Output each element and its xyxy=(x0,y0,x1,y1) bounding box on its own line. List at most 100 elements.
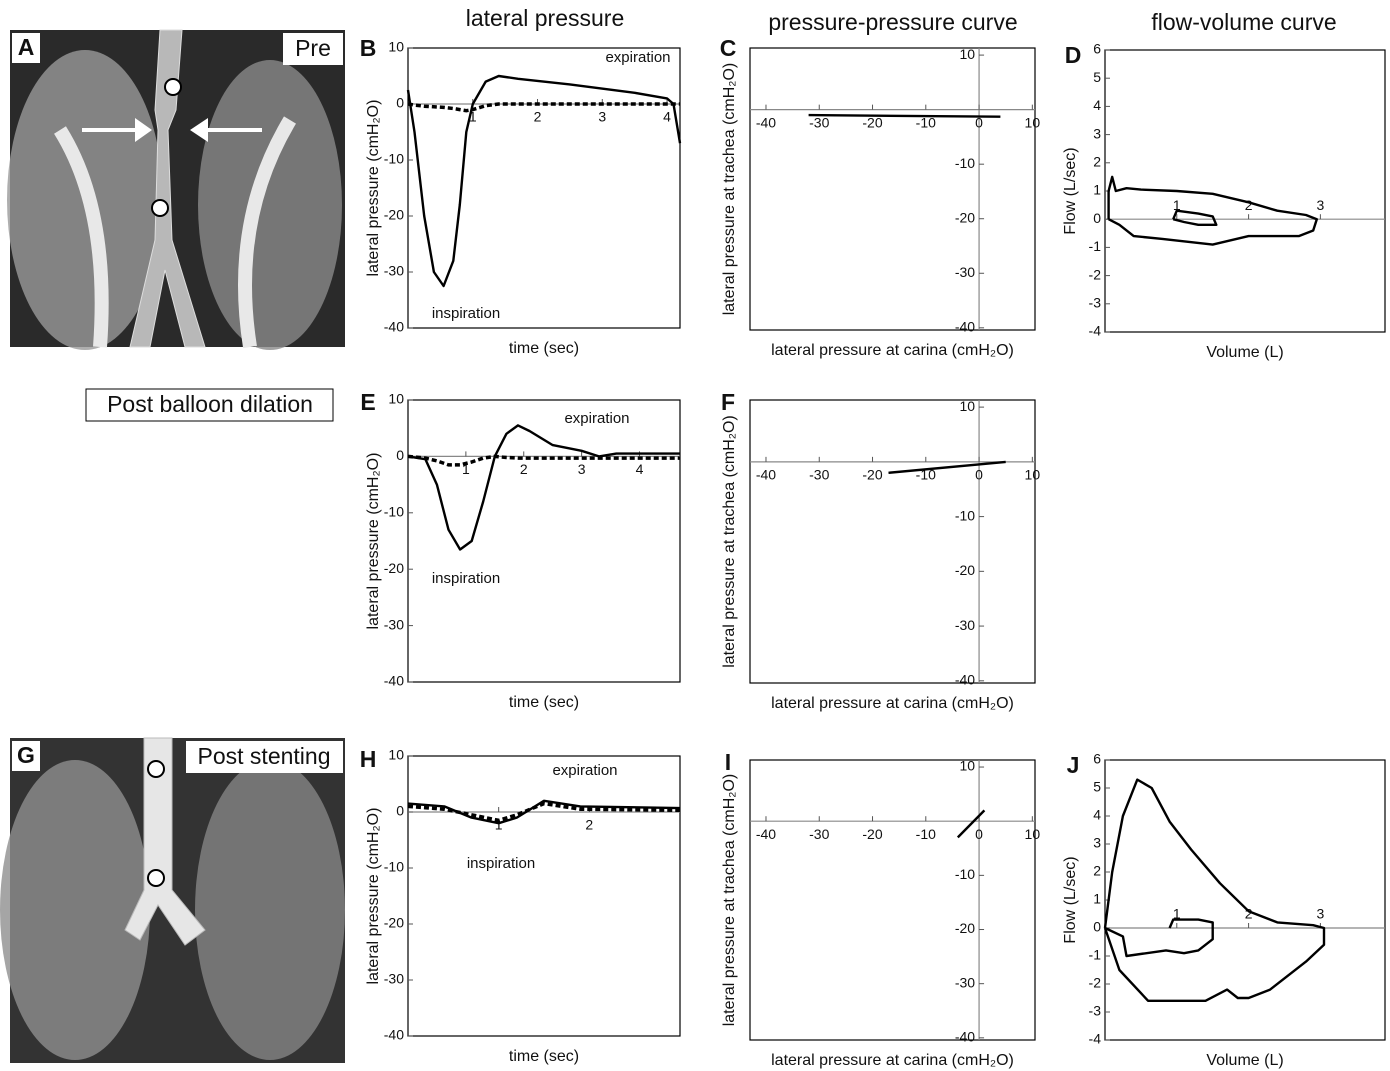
data-line xyxy=(889,462,1006,473)
x-tick-label: 0 xyxy=(975,826,983,842)
figure: lateral pressure pressure-pressure curve… xyxy=(0,0,1390,1071)
y-tick-label: -20 xyxy=(955,920,975,936)
y-axis-label: lateral pressure (cmH₂O) xyxy=(365,808,382,985)
y-tick-label: 0 xyxy=(396,803,404,819)
annotation: inspiration xyxy=(432,305,500,322)
ct-image: G Post stenting xyxy=(0,738,345,1063)
annotation: inspiration xyxy=(432,570,500,587)
x-axis-label: lateral pressure at carina (cmH₂O) xyxy=(771,1052,1014,1069)
y-tick-label: -30 xyxy=(384,971,404,987)
x-axis-label: time (sec) xyxy=(509,340,579,357)
y-tick-label: -40 xyxy=(955,1029,975,1045)
plot-frame xyxy=(750,400,1035,683)
y-tick-label: 10 xyxy=(388,39,404,55)
y-tick-label: -30 xyxy=(955,617,975,633)
x-tick-label: 10 xyxy=(1025,826,1041,842)
x-tick-label: -40 xyxy=(756,467,776,483)
y-tick-label: -20 xyxy=(955,209,975,225)
x-tick-label: 4 xyxy=(663,109,671,125)
panel-letter: E xyxy=(360,389,375,415)
x-axis-label: time (sec) xyxy=(509,1048,579,1065)
y-tick-label: -1 xyxy=(1089,238,1102,254)
panel-letter: G xyxy=(17,742,35,768)
x-axis-label: Volume (L) xyxy=(1206,344,1283,361)
column-header: flow-volume curve xyxy=(1151,9,1336,35)
y-tick-label: -40 xyxy=(384,673,404,689)
annotation: expiration xyxy=(605,49,670,66)
x-tick-label: 2 xyxy=(520,461,528,477)
panel-letter: H xyxy=(360,746,377,772)
x-tick-label: 3 xyxy=(578,461,586,477)
y-tick-label: -10 xyxy=(384,859,404,875)
x-tick-label: 0 xyxy=(975,467,983,483)
plot-frame xyxy=(408,48,680,328)
y-tick-label: 4 xyxy=(1093,807,1101,823)
x-tick-label: -30 xyxy=(809,467,829,483)
y-tick-label: -20 xyxy=(384,560,404,576)
y-tick-label: 1 xyxy=(1093,182,1101,198)
y-tick-label: -4 xyxy=(1089,323,1102,339)
y-tick-label: 3 xyxy=(1093,125,1101,141)
x-tick-label: 2 xyxy=(1245,197,1253,213)
x-tick-label: 2 xyxy=(585,817,593,833)
x-tick-label: 3 xyxy=(1316,197,1324,213)
data-line xyxy=(1105,920,1213,956)
y-tick-label: -40 xyxy=(955,319,975,335)
row-label: Post balloon dilation xyxy=(107,391,313,417)
x-tick-label: 4 xyxy=(636,461,644,477)
y-tick-label: -3 xyxy=(1089,1003,1102,1019)
x-tick-label: 3 xyxy=(1316,906,1324,922)
y-tick-label: 10 xyxy=(959,46,975,62)
x-tick-label: -40 xyxy=(756,114,776,130)
column-header: pressure-pressure curve xyxy=(768,9,1017,35)
y-tick-label: -3 xyxy=(1089,295,1102,311)
x-tick-label: -10 xyxy=(916,826,936,842)
y-tick-label: -30 xyxy=(955,264,975,280)
ct-image: A Pre xyxy=(7,30,345,350)
y-tick-label: 5 xyxy=(1093,69,1101,85)
x-axis-label: Volume (L) xyxy=(1206,1052,1283,1069)
column-header: lateral pressure xyxy=(466,5,625,31)
y-tick-label: 0 xyxy=(1093,210,1101,226)
x-tick-label: -40 xyxy=(756,826,776,842)
x-tick-label: 10 xyxy=(1025,467,1041,483)
y-tick-label: -30 xyxy=(955,974,975,990)
y-tick-label: 2 xyxy=(1093,863,1101,879)
y-tick-label: -40 xyxy=(384,319,404,335)
x-tick-label: 3 xyxy=(598,109,606,125)
plot-frame xyxy=(750,48,1035,330)
y-axis-label: lateral pressure at trachea (cmH₂O) xyxy=(721,63,738,316)
y-axis-label: lateral pressure at trachea (cmH₂O) xyxy=(721,774,738,1027)
y-tick-label: -1 xyxy=(1089,947,1102,963)
image-label: Post stenting xyxy=(198,743,331,769)
y-tick-label: 10 xyxy=(959,398,975,414)
y-tick-label: -40 xyxy=(955,672,975,688)
plot-frame xyxy=(408,756,680,1036)
data-line xyxy=(408,104,680,111)
panel-letter: F xyxy=(721,389,735,415)
x-tick-label: -30 xyxy=(809,826,829,842)
y-tick-label: 10 xyxy=(959,758,975,774)
y-tick-label: -10 xyxy=(384,504,404,520)
x-tick-label: -20 xyxy=(862,467,882,483)
y-tick-label: -20 xyxy=(384,915,404,931)
image-label: Pre xyxy=(295,35,331,61)
y-axis-label: Flow (L/sec) xyxy=(1062,147,1079,234)
data-line xyxy=(408,425,680,549)
plot-frame xyxy=(408,400,680,682)
x-axis-label: time (sec) xyxy=(509,694,579,711)
y-tick-label: -20 xyxy=(955,562,975,578)
page: {"column_headers": ["lateral pressure", … xyxy=(0,0,1390,1071)
y-tick-label: -10 xyxy=(384,151,404,167)
y-tick-label: 6 xyxy=(1093,41,1101,57)
y-tick-label: -20 xyxy=(384,207,404,223)
y-tick-label: -10 xyxy=(955,155,975,171)
y-tick-label: 4 xyxy=(1093,97,1101,113)
y-tick-label: 0 xyxy=(396,95,404,111)
charts: -40-30-20-100101234time (sec)lateral pre… xyxy=(360,35,1385,1069)
y-tick-label: 0 xyxy=(1093,919,1101,935)
y-tick-label: -4 xyxy=(1089,1031,1102,1047)
data-line xyxy=(809,115,1001,117)
x-tick-label: 2 xyxy=(534,109,542,125)
y-axis-label: lateral pressure (cmH₂O) xyxy=(365,453,382,630)
